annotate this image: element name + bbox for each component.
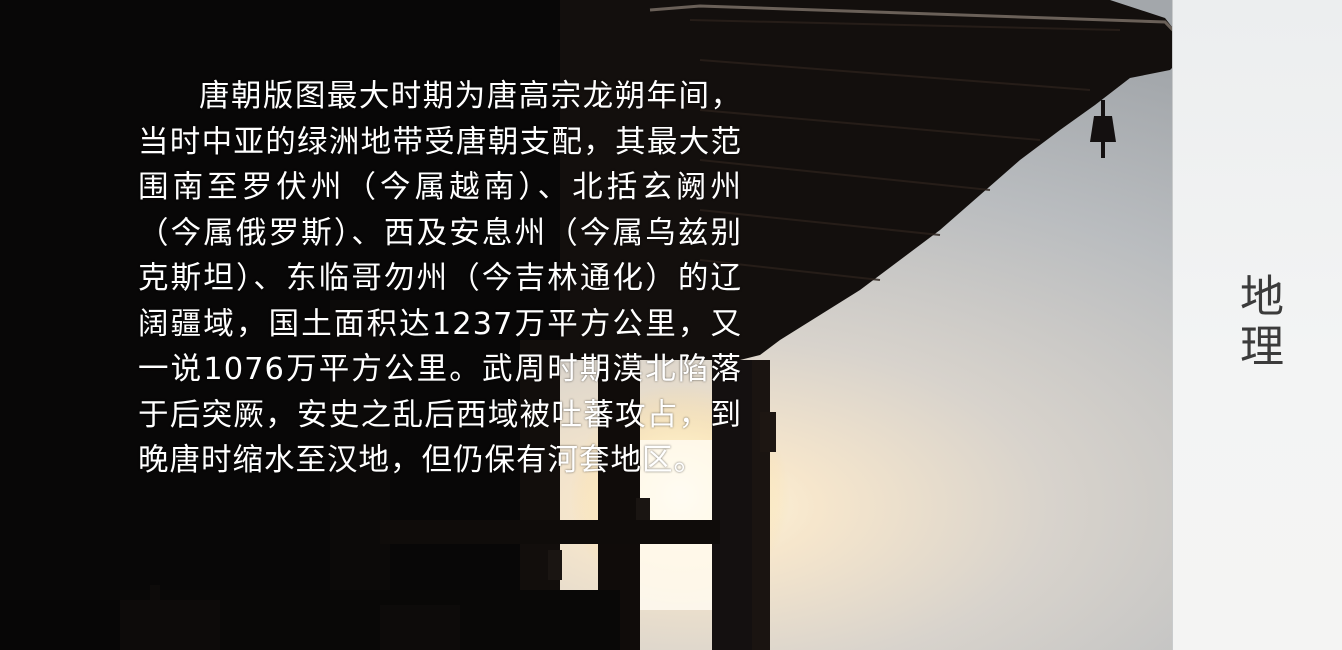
section-title-text: 地理 xyxy=(1232,273,1283,373)
body-paragraph: 唐朝版图最大时期为唐高宗龙朔年间，当时中亚的绿洲地带受唐朝支配，其最大范围南至罗… xyxy=(138,79,742,478)
side-panel xyxy=(1172,0,1342,650)
section-title: 地理 xyxy=(1172,248,1342,398)
